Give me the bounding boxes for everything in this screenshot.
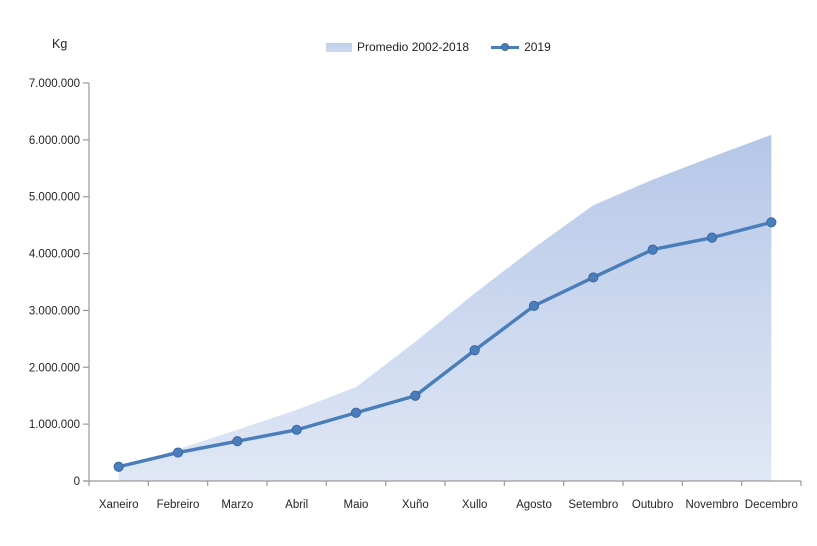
y-tick-label: 7.000.000 [29,78,80,90]
line-2019 [118,220,772,469]
data-point-xuño [410,390,421,401]
promedio-area [118,134,772,482]
data-point-novembro [706,232,718,243]
x-tick-label-xullo: Xullo [462,499,488,511]
x-tick-label-outubro: Outubro [632,499,674,511]
chart-legend: Promedio 2002-2018 2019 [326,40,551,54]
y-tick-label: 3.000.000 [29,305,80,317]
data-point-abril [291,424,302,435]
legend-item-2019: 2019 [491,40,551,54]
data-point-outubro [647,244,658,255]
y-tick-label: 1.000.000 [29,419,80,431]
data-point-maio [350,407,362,418]
x-tick-label-maio: Maio [344,499,369,511]
x-tick-label-decembro: Decembro [745,499,798,511]
x-tick-label-novembro: Novembro [685,499,738,511]
y-tick-label: 6.000.000 [29,135,80,147]
data-point-decembro [766,217,777,228]
x-tick-label-xaneiro: Xaneiro [99,499,139,511]
x-tick-label-xuño: Xuño [402,499,429,511]
x-tick-label-marzo: Marzo [221,499,253,511]
y-axis-title: Kg [52,37,68,51]
y-tick-label: 4.000.000 [29,249,80,261]
y-tick-label: 0 [74,476,80,488]
data-point-agosto [528,300,540,311]
data-point-febreiro [172,447,184,458]
data-point-xaneiro [113,461,124,472]
line-marker-icon [501,43,510,51]
x-tick-label-agosto: Agosto [516,499,552,511]
x-tick-label-setembro: Setembro [568,499,618,511]
legend-label-2019: 2019 [524,40,551,54]
y-tick-label: 2.000.000 [29,362,80,374]
y-tick-label: 5.000.000 [29,192,80,204]
legend-item-promedio: Promedio 2002-2018 [326,40,469,54]
x-tick-label-febreiro: Febreiro [157,499,200,511]
x-tick-label-abril: Abril [285,499,308,511]
line-swatch-icon [491,43,520,51]
data-point-setembro [588,272,599,283]
area-swatch-icon [326,42,352,52]
data-point-xullo [469,345,480,356]
legend-label-promedio: Promedio 2002-2018 [357,40,470,54]
data-point-marzo [232,436,243,447]
